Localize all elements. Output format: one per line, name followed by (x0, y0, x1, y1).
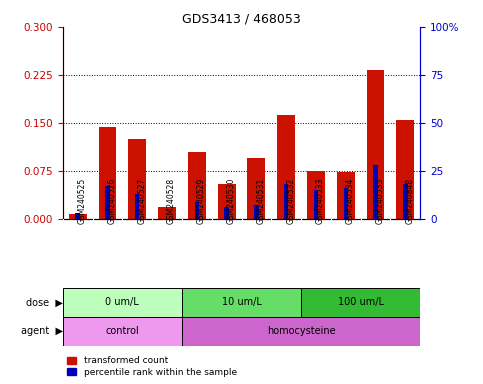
Bar (397, 120, 414, 219)
Text: GSM240534: GSM240534 (346, 178, 355, 224)
Bar (69, 214, 86, 219)
Bar (182, 288, 301, 317)
Bar (403, 184, 408, 219)
Text: dose  ▶: dose ▶ (26, 297, 63, 308)
Text: GSM240529: GSM240529 (197, 178, 206, 224)
Bar (373, 165, 378, 219)
Text: homocysteine: homocysteine (267, 326, 335, 336)
Text: agent  ▶: agent ▶ (21, 326, 63, 336)
Bar (254, 205, 258, 219)
Bar (158, 207, 176, 219)
Text: 100 um/L: 100 um/L (338, 297, 384, 308)
Text: GSM240532: GSM240532 (286, 178, 295, 224)
Bar (105, 186, 110, 219)
Text: 10 um/L: 10 um/L (222, 297, 261, 308)
Bar (247, 158, 265, 219)
Text: GSM240527: GSM240527 (137, 178, 146, 224)
Bar (218, 184, 236, 219)
Bar (188, 152, 206, 219)
Bar (307, 171, 325, 219)
Bar (277, 114, 295, 219)
Bar (225, 207, 229, 219)
Bar (63, 317, 182, 346)
Bar (182, 317, 420, 346)
Bar (63, 288, 182, 317)
Text: GSM240526: GSM240526 (108, 178, 116, 224)
Bar (314, 190, 318, 219)
Text: GSM240535: GSM240535 (376, 178, 384, 224)
Text: control: control (105, 326, 139, 336)
Text: 0 um/L: 0 um/L (105, 297, 139, 308)
Legend: transformed count, percentile rank within the sample: transformed count, percentile rank withi… (67, 356, 237, 377)
Bar (99, 127, 116, 219)
Bar (195, 202, 199, 219)
Text: GSM240533: GSM240533 (316, 178, 325, 224)
Bar (284, 184, 288, 219)
Bar (75, 213, 80, 219)
Text: GSM240848: GSM240848 (405, 178, 414, 224)
Text: GSM240530: GSM240530 (227, 178, 236, 224)
Bar (128, 139, 146, 219)
Bar (337, 172, 355, 219)
Text: GSM240531: GSM240531 (256, 178, 265, 224)
Text: GSM240525: GSM240525 (78, 178, 86, 224)
Bar (343, 188, 348, 219)
Bar (367, 70, 384, 219)
Title: GDS3413 / 468053: GDS3413 / 468053 (182, 13, 301, 26)
Bar (301, 288, 420, 317)
Bar (135, 194, 140, 219)
Text: GSM240528: GSM240528 (167, 178, 176, 224)
